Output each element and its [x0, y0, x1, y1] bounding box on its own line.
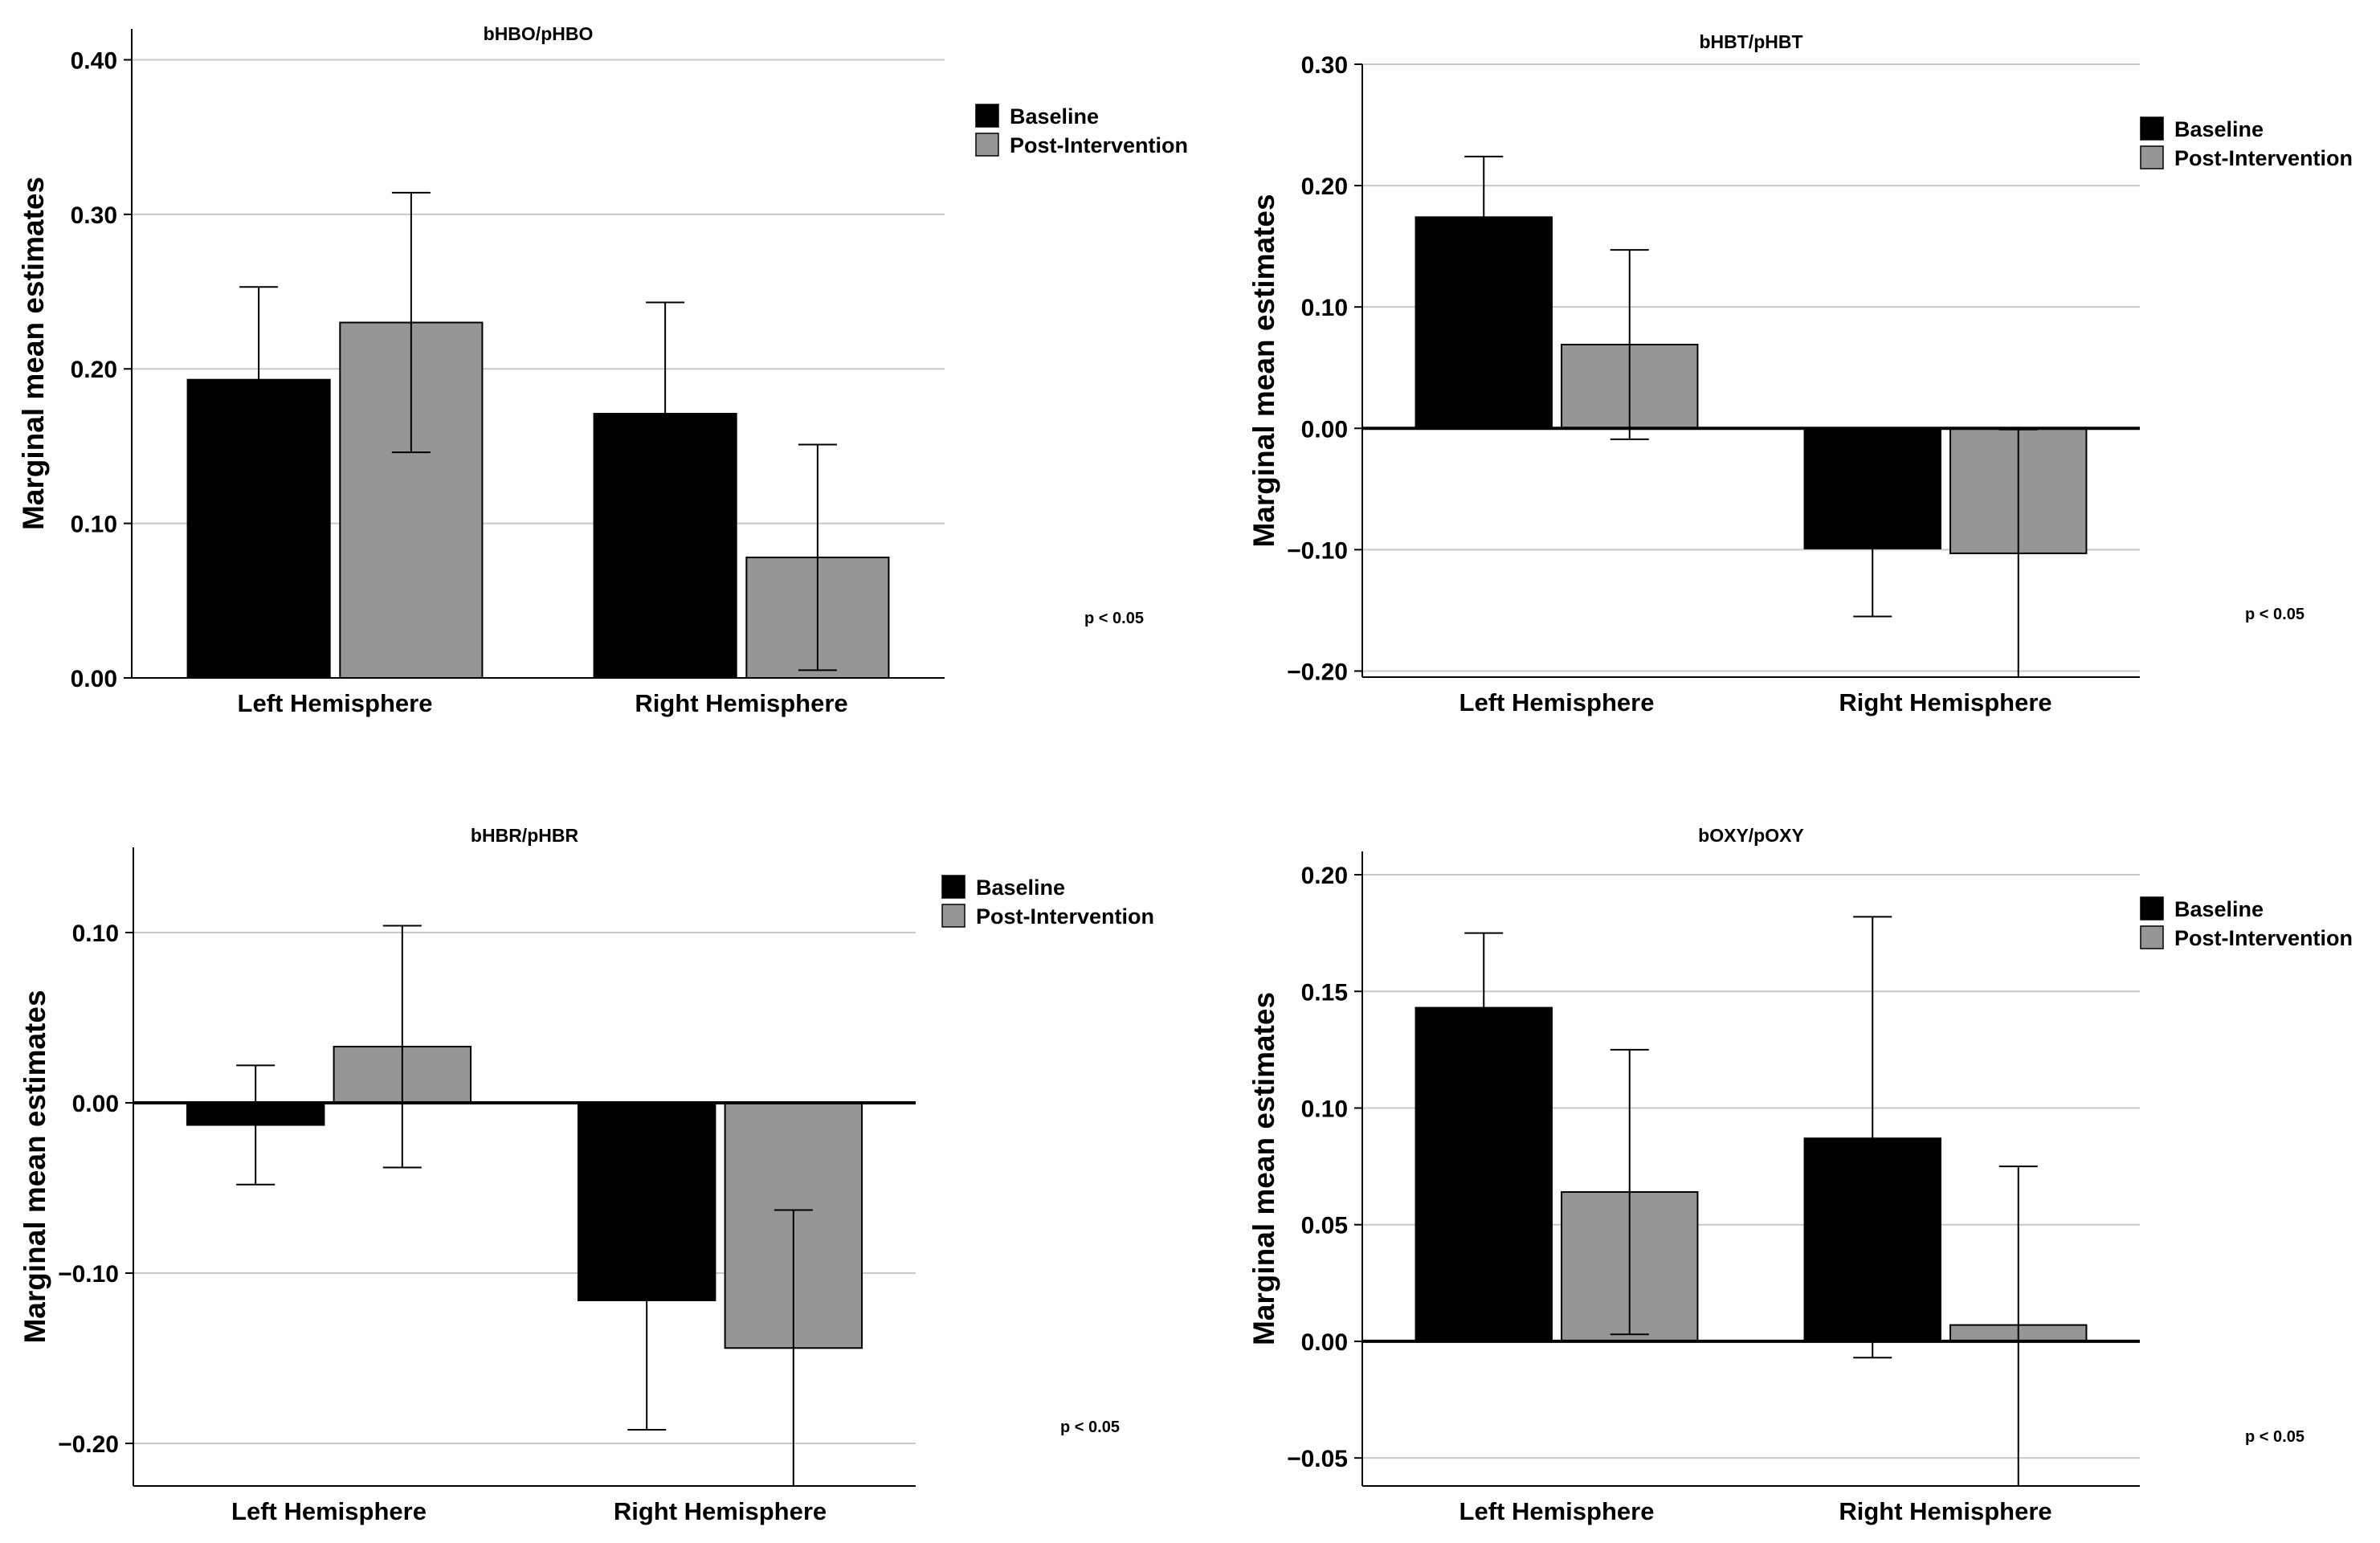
legend: Baseline Post-Intervention [941, 875, 1154, 929]
y-tick-label: 0.20 [71, 357, 117, 383]
legend: Baseline Post-Intervention [975, 104, 1188, 157]
legend-label: Post-Intervention [2174, 146, 2353, 170]
significance-note: p < 0.05 [2245, 1428, 2304, 1446]
legend-swatch [2140, 116, 2164, 141]
legend-label: Post-Intervention [976, 904, 1154, 929]
x-category-label: Left Hemisphere [238, 689, 433, 717]
y-tick-label: 0.10 [72, 920, 119, 947]
significance-note: p < 0.05 [1084, 610, 1144, 627]
significance-note: p < 0.05 [2245, 606, 2304, 623]
y-axis-label: Marginal mean estimates [1247, 194, 1280, 547]
y-tick-label: −0.10 [58, 1261, 119, 1288]
x-category-label: Right Hemisphere [614, 1497, 827, 1525]
legend-swatch [975, 104, 999, 128]
y-tick-label: 0.05 [1301, 1213, 1348, 1239]
y-tick-label: −0.05 [1287, 1446, 1348, 1472]
x-category-label: Left Hemisphere [1459, 1497, 1655, 1525]
legend: Baseline Post-Intervention [2140, 116, 2353, 170]
legend-swatch [2140, 925, 2164, 949]
y-tick-label: 0.20 [1301, 863, 1348, 889]
y-tick-label: 0.15 [1301, 979, 1348, 1006]
chart-title: bOXY/pOXY [1698, 825, 1804, 846]
chart-title: bHBR/pHBR [471, 825, 579, 846]
chart-panel-2: −0.20 −0.10 0.00 0.10 0.20 0.30 bHBT/pHBT Margi… [1247, 31, 2353, 716]
x-category-label: Left Hemisphere [1459, 688, 1655, 716]
y-tick-label: −0.20 [1287, 659, 1348, 685]
y-tick-label: −0.10 [1287, 537, 1348, 564]
chart-title: bHBO/pHBO [484, 23, 594, 44]
legend-swatch [2140, 145, 2164, 169]
y-tick-label: −0.20 [58, 1431, 119, 1458]
legend-label: Baseline [1010, 104, 1099, 129]
chart-title: bHBT/pHBT [1699, 31, 1802, 52]
y-tick-label: 0.30 [71, 202, 117, 229]
y-tick-label: 0.00 [1301, 416, 1348, 443]
chart-panel-1: 0.00 0.10 0.20 0.30 0.40 bHBO/pHBO Marginal me… [17, 23, 1188, 717]
y-tick-label: 0.30 [1301, 52, 1348, 79]
significance-note: p < 0.05 [1060, 1418, 1120, 1436]
x-category-label: Right Hemisphere [635, 689, 847, 717]
x-category-label: Right Hemisphere [1839, 1497, 2051, 1525]
legend-swatch [2140, 896, 2164, 920]
y-axis-label: Marginal mean estimates [18, 990, 51, 1343]
y-tick-label: 0.00 [71, 666, 117, 692]
x-category-label: Right Hemisphere [1839, 688, 2051, 716]
chart-panel-3: −0.20 −0.10 0.00 0.10 bHBR/pHBR Marginal mean… [18, 825, 1154, 1525]
legend-swatch [941, 875, 965, 899]
legend-label: Post-Intervention [2174, 926, 2353, 950]
chart-panel-4: −0.05 0.00 0.05 0.10 0.15 0.20 bOXY/pOXY Margin… [1247, 825, 2353, 1525]
legend-label: Baseline [976, 876, 1065, 900]
legend-label: Baseline [2174, 117, 2264, 141]
y-tick-label: 0.10 [1301, 1096, 1348, 1122]
legend-swatch [941, 904, 965, 928]
y-axis-label: Marginal mean estimates [17, 177, 50, 530]
y-tick-label: 0.40 [71, 47, 117, 74]
y-tick-label: 0.20 [1301, 173, 1348, 200]
legend-label: Baseline [2174, 897, 2264, 921]
x-category-label: Left Hemisphere [231, 1497, 427, 1525]
legend: Baseline Post-Intervention [2140, 896, 2353, 950]
legend-label: Post-Intervention [1010, 133, 1188, 157]
y-tick-label: 0.10 [71, 512, 117, 538]
y-tick-label: 0.00 [72, 1091, 119, 1117]
legend-swatch [975, 133, 999, 157]
y-axis-label: Marginal mean estimates [1247, 992, 1280, 1345]
y-tick-label: 0.10 [1301, 295, 1348, 321]
y-tick-label: 0.00 [1301, 1329, 1348, 1356]
